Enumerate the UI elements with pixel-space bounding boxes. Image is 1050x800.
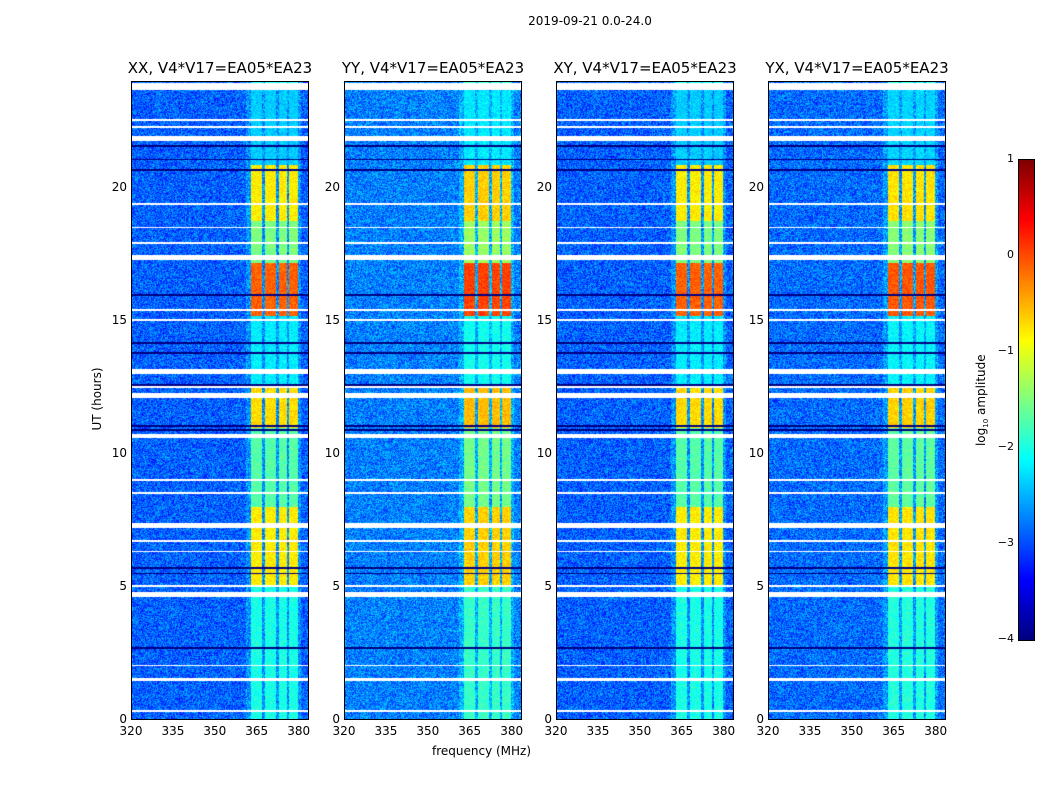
x-tick-label: 320 — [756, 724, 780, 738]
x-tick-label: 380 — [924, 724, 948, 738]
heatmap-cells — [132, 82, 308, 719]
x-tick-label: 350 — [840, 724, 864, 738]
x-tick-label: 320 — [332, 724, 356, 738]
colorbar-tick-label: 1 — [1007, 152, 1014, 165]
colorbar-label: log10 amplitude — [973, 354, 991, 447]
x-tick-label: 320 — [119, 724, 143, 738]
y-tick-label: 15 — [748, 312, 764, 327]
x-tick-label: 380 — [500, 724, 524, 738]
colorbar-tick-label: 0 — [1007, 248, 1014, 261]
y-tick-label: 0 — [119, 712, 127, 726]
heatmap-cells — [557, 82, 733, 719]
spectrogram-panel — [131, 81, 309, 720]
x-tick-label: 335 — [161, 724, 185, 738]
x-tick-label: 365 — [245, 724, 269, 738]
y-tick-label: 15 — [536, 312, 552, 327]
colorbar-tick-label: −2 — [997, 440, 1014, 453]
y-tick-label: 20 — [536, 179, 552, 194]
colorbar-tick-label: −4 — [997, 632, 1014, 645]
panel-title: YY, V4*V17=EA05*EA23 — [341, 59, 525, 77]
y-tick-label: 10 — [324, 445, 340, 460]
y-tick-label: 5 — [544, 578, 552, 593]
x-tick-label: 365 — [882, 724, 906, 738]
x-tick-label: 335 — [374, 724, 398, 738]
x-tick-label: 380 — [287, 724, 311, 738]
spectrogram-panel — [556, 81, 734, 720]
y-tick-label: 0 — [332, 712, 340, 726]
y-tick-label: 5 — [332, 578, 340, 593]
y-tick-label: 0 — [544, 712, 552, 726]
y-tick-label: 10 — [748, 445, 764, 460]
y-tick-label: 10 — [536, 445, 552, 460]
colorbar-tick-label: −3 — [997, 536, 1014, 549]
heatmap-cells — [769, 82, 945, 719]
spectrogram-panel — [768, 81, 946, 720]
colorbar-tick-label: −1 — [997, 344, 1014, 357]
y-tick-label: 5 — [119, 578, 127, 593]
panel-title: XY, V4*V17=EA05*EA23 — [553, 59, 737, 77]
y-tick-label: 0 — [756, 712, 764, 726]
x-tick-label: 350 — [628, 724, 652, 738]
y-tick-label: 10 — [111, 445, 127, 460]
y-tick-label: 15 — [111, 312, 127, 327]
y-tick-label: 20 — [111, 179, 127, 194]
y-tick-label: 20 — [324, 179, 340, 194]
x-tick-label: 335 — [586, 724, 610, 738]
x-tick-label: 335 — [798, 724, 822, 738]
panel-title: XX, V4*V17=EA05*EA23 — [127, 59, 313, 77]
panel-title: YX, V4*V17=EA05*EA23 — [765, 59, 949, 77]
figure-title: 2019-09-21 0.0-24.0 — [528, 14, 652, 28]
x-tick-label: 365 — [458, 724, 482, 738]
x-tick-label: 320 — [544, 724, 568, 738]
y-axis-label: UT (hours) — [90, 367, 104, 431]
spectrogram-panel — [344, 81, 522, 720]
y-tick-label: 5 — [756, 578, 764, 593]
x-tick-label: 365 — [670, 724, 694, 738]
y-tick-label: 15 — [324, 312, 340, 327]
x-tick-label: 350 — [416, 724, 440, 738]
x-tick-label: 350 — [203, 724, 227, 738]
heatmap-cells — [345, 82, 521, 719]
x-axis-label: frequency (MHz) — [432, 744, 532, 758]
colorbar — [1018, 159, 1035, 641]
y-tick-label: 20 — [748, 179, 764, 194]
x-tick-label: 380 — [712, 724, 736, 738]
